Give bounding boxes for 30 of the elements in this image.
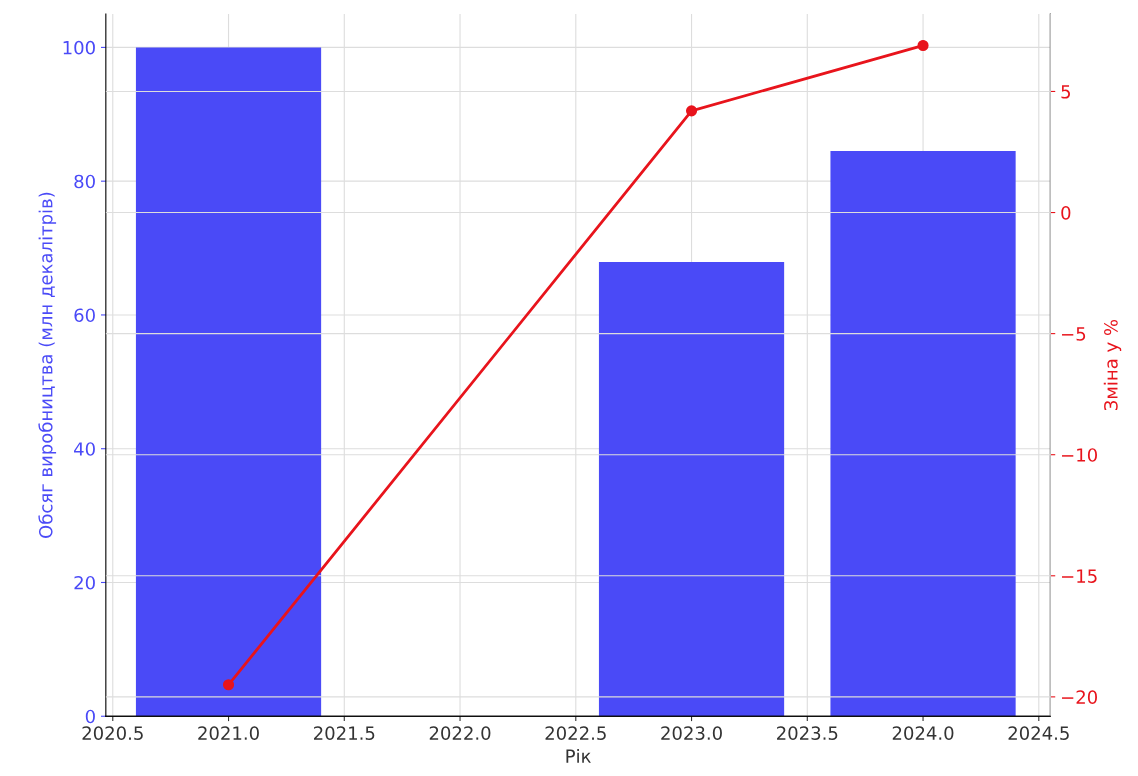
y-axis-title: Обсяг виробництва (млн декалітрів) <box>38 192 57 538</box>
bar <box>135 47 322 717</box>
y2-tick-label: 5 <box>1061 85 1071 99</box>
x-tick-label: 2020.5 <box>82 726 143 740</box>
x-tick-label: 2023.5 <box>777 726 838 740</box>
point <box>685 105 698 117</box>
y-tick-label: 40 <box>74 442 95 456</box>
x-axis-title: Рік <box>566 749 591 763</box>
x-tick-label: 2024.5 <box>1008 726 1069 740</box>
x-tick-label: 2021.0 <box>198 726 259 740</box>
bar <box>598 262 785 717</box>
y2-axis-title: Зміна у % <box>1103 319 1122 411</box>
y2-tick-label: −5 <box>1062 327 1086 341</box>
x-tick-label: 2022.0 <box>429 726 491 740</box>
y-tick-label: 0 <box>85 709 95 724</box>
point <box>222 679 235 691</box>
y2-tick-label: −10 <box>1062 448 1097 462</box>
y2-tick-label: −20 <box>1062 690 1097 704</box>
y-tick-label: 20 <box>74 575 95 590</box>
x-tick-label: 2022.5 <box>545 726 606 740</box>
y-tick-label: 80 <box>74 174 95 189</box>
x-tick-label: 2023.0 <box>661 726 722 740</box>
x-tick-label: 2024.0 <box>892 726 954 740</box>
point <box>917 39 929 52</box>
y2-tick-label: −15 <box>1062 569 1097 583</box>
y-tick-label: 60 <box>74 308 95 323</box>
bar <box>830 151 1016 717</box>
x-tick-label: 2021.5 <box>314 726 375 740</box>
y-tick-label: 100 <box>63 40 95 55</box>
y2-tick-label: 0 <box>1061 206 1071 220</box>
